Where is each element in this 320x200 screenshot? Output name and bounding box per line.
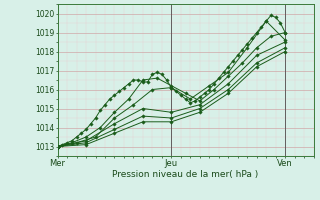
X-axis label: Pression niveau de la mer( hPa ): Pression niveau de la mer( hPa ) xyxy=(112,170,259,179)
